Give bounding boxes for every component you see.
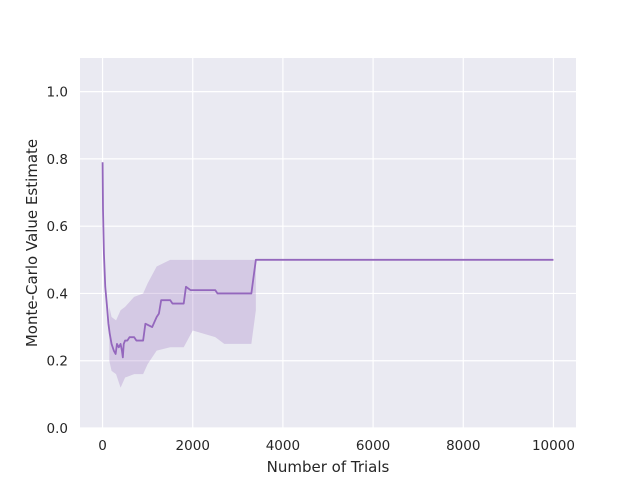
confidence-band (109, 259, 256, 388)
grid (80, 58, 576, 429)
y-tick-label: 0.0 (47, 421, 68, 437)
estimate-line (101, 162, 554, 359)
x-axis-label: Number of Trials (267, 458, 390, 476)
y-tick-label: 0.4 (47, 286, 68, 302)
x-tick-label: 10000 (532, 438, 575, 454)
confidence-band-area (109, 259, 256, 388)
y-tick-label: 0.2 (47, 354, 68, 370)
x-tick-label: 2000 (176, 438, 210, 454)
x-tick-label: 4000 (266, 438, 300, 454)
y-tick-label: 0.8 (47, 152, 68, 168)
y-axis-label: Monte-Carlo Value Estimate (23, 139, 41, 347)
x-tick-label: 6000 (356, 438, 390, 454)
y-tick-label: 0.6 (47, 219, 68, 235)
plot-background (80, 58, 576, 428)
x-tick-label: 8000 (446, 438, 480, 454)
estimate-series-line (101, 162, 554, 359)
y-tick-labels: 0.0 0.2 0.4 0.6 0.8 1.0 (47, 85, 68, 437)
x-tick-label: 0 (98, 438, 107, 454)
x-tick-labels: 0 2000 4000 6000 8000 10000 (98, 438, 575, 454)
y-tick-label: 1.0 (47, 85, 68, 101)
